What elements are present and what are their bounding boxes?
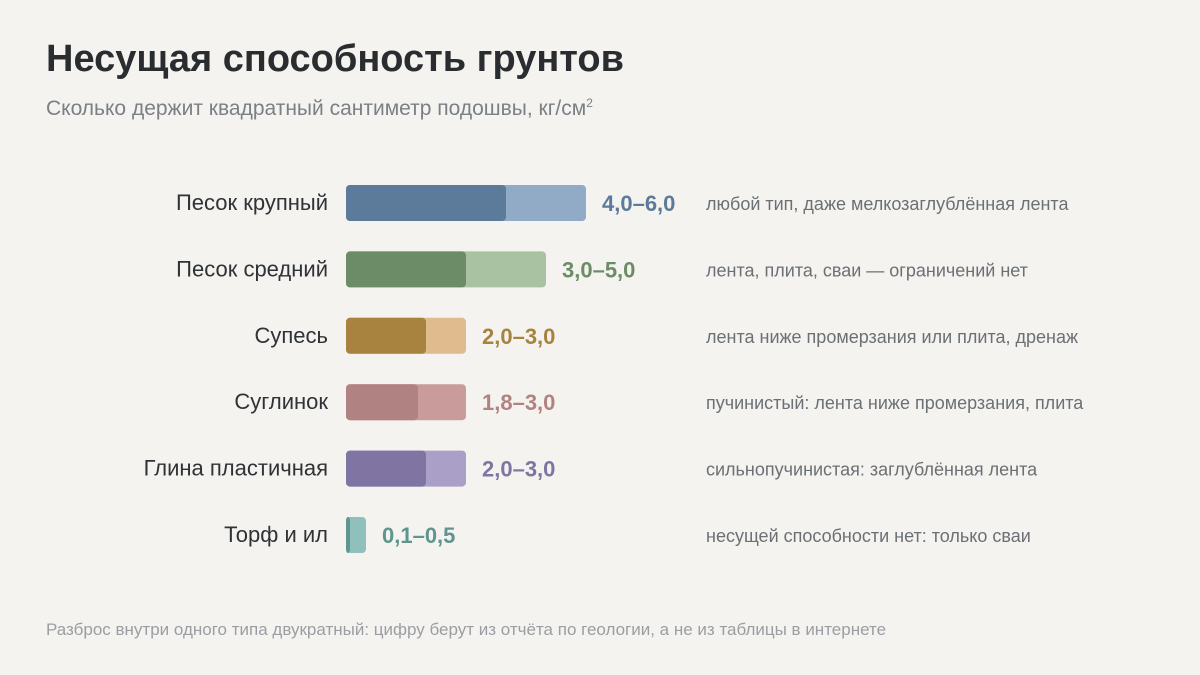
chart-title: Несущая способность грунтов bbox=[46, 38, 624, 80]
row-note: лента ниже промерзания или плита, дренаж bbox=[706, 327, 1078, 347]
value-label: 4,0–6,0 bbox=[602, 191, 675, 216]
value-label: 2,0–3,0 bbox=[482, 324, 555, 349]
subtitle-unit-superscript: 2 bbox=[586, 96, 593, 110]
row-note: сильнопучинистая: заглублённая лента bbox=[706, 460, 1038, 480]
bar-range-min bbox=[346, 450, 426, 487]
row-note: любой тип, даже мелкозаглублённая лента bbox=[706, 194, 1069, 214]
footnote: Разброс внутри одного типа двукратный: ц… bbox=[46, 620, 887, 639]
category-label: Глина пластичная bbox=[144, 456, 328, 481]
value-label: 2,0–3,0 bbox=[482, 457, 555, 482]
category-label: Песок средний bbox=[176, 256, 328, 281]
value-label: 3,0–5,0 bbox=[562, 257, 635, 282]
value-label: 1,8–3,0 bbox=[482, 390, 555, 415]
bar-range-min bbox=[346, 517, 350, 553]
category-label: Песок крупный bbox=[176, 190, 328, 215]
row-note: пучинистый: лента ниже промерзания, плит… bbox=[706, 393, 1084, 413]
bar-range-min bbox=[346, 317, 426, 354]
chart-subtitle: Сколько держит квадратный сантиметр подо… bbox=[46, 96, 593, 121]
bar-range-min bbox=[346, 251, 466, 288]
bar-range-max bbox=[346, 517, 366, 553]
bar-range-min bbox=[346, 384, 418, 421]
category-label: Торф и ил bbox=[224, 522, 328, 547]
category-label: Супесь bbox=[255, 323, 329, 348]
bar-range-min bbox=[346, 185, 506, 221]
chart-rows: Песок крупный 4,0–6,0 любой тип, даже мелк… bbox=[144, 185, 1084, 553]
row-note: несущей способности нет: только сваи bbox=[706, 526, 1031, 546]
subtitle-text: Сколько держит квадратный сантиметр подо… bbox=[46, 97, 587, 120]
category-label: Суглинок bbox=[234, 389, 328, 414]
row-note: лента, плита, сваи — ограничений нет bbox=[706, 260, 1028, 280]
value-label: 0,1–0,5 bbox=[382, 523, 455, 548]
